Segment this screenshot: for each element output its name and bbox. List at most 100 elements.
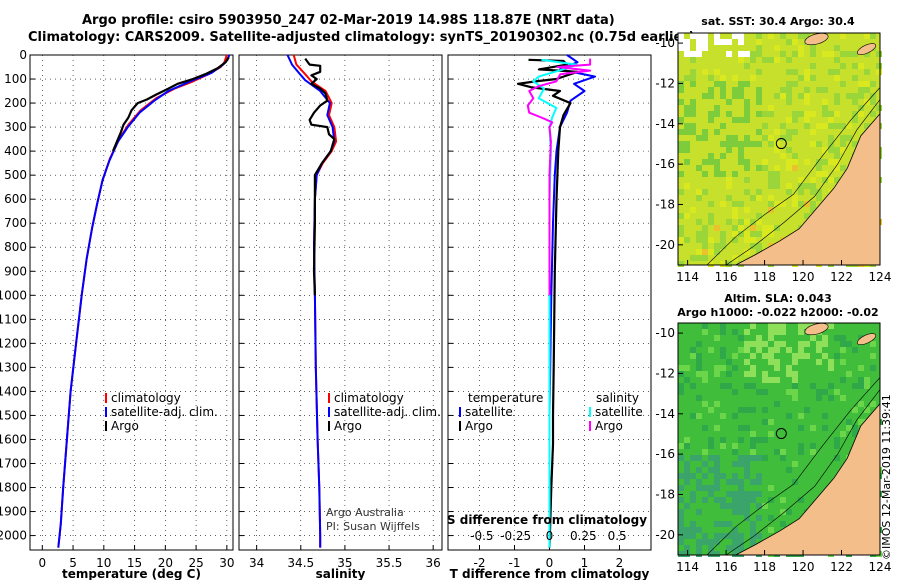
ytick-label: 500 [4,168,27,182]
map-contour-sst-map [725,99,881,266]
map-frame-sla-map [677,322,881,556]
ytick-label: 100 [4,72,27,86]
map-ytick-label-sst-map: -18 [655,197,675,211]
xtick-label-temperature: 25 [188,556,203,570]
xtick-label-salinity: 34.5 [287,556,314,570]
map-xtick-label-sla-map: 116 [715,560,738,574]
legend-title-salinity: salinity [596,391,639,405]
xtick-label-difference: 1 [581,556,589,570]
map-xtick-label-sla-map: 114 [676,560,699,574]
ytick-label: 1700 [0,456,27,470]
sla-map-title-line2: Argo h1000: -0.022 h2000: -0.02 [677,306,879,319]
map-ytick-label-sla-map: -18 [655,487,675,501]
xtick-label-temperature: 30 [219,556,234,570]
map-xtick-label-sst-map: 124 [869,270,892,284]
sla-map-title-line1: Altim. SLA: 0.043 [724,292,832,305]
map-ytick-label-sst-map: -14 [655,117,675,131]
series-temperature-climatology [57,54,228,548]
map-ytick-label-sla-map: -10 [655,326,675,340]
argo-position-marker-sst-map [775,138,787,150]
series-difference-t-satellite [548,54,596,548]
legend-label-diff-s: satellite [595,405,643,419]
xtick-label-temperature: 20 [158,556,173,570]
map-ytick-label-sst-map: -20 [655,238,675,252]
series-temperature-argo [111,56,230,152]
annotation-argo-australia: Argo Australia [326,506,404,519]
map-ytick-label-sla-map: -16 [655,447,675,461]
map-xtick-label-sla-map: 118 [753,560,776,574]
map-xtick-label-sst-map: 118 [753,270,776,284]
series-temperature-satellite-adj-clim- [57,54,231,548]
legend-label-temperature: Argo [111,419,139,433]
legend-label-salinity: climatology [334,391,404,405]
ytick-label: 900 [4,264,27,278]
secondary-xtick-label: 0 [546,529,554,543]
ytick-label: 800 [4,240,27,254]
xtick-label-salinity: 35 [337,556,352,570]
ytick-label: 1400 [0,384,27,398]
ytick-label: 1300 [0,360,27,374]
ytick-label: 1500 [0,408,27,422]
map-sst-map [677,32,882,267]
secondary-xtick-label: 0.25 [570,529,597,543]
xlabel-temperature: temperature (deg C) [62,567,201,580]
map-island-timor-sst-map [857,43,877,56]
map-contour-sst-map [706,87,881,266]
ytick-label: 2000 [0,529,27,543]
map-xtick-label-sst-map: 114 [676,270,699,284]
legend-label-temperature: climatology [111,391,181,405]
map-island-sumba-sla-map [804,323,829,336]
map-xtick-label-sst-map: 116 [715,270,738,284]
ytick-label: 1800 [0,481,27,495]
ytick-label: 400 [4,144,27,158]
argo-position-marker-sla-map [775,428,787,440]
page-title-line1: Argo profile: csiro 5903950_247 02-Mar-2… [82,13,615,28]
xtick-label-salinity: 34 [249,556,264,570]
panel-temperature [29,54,234,551]
legend-label-salinity: satellite-adj. clim. [334,405,441,419]
secondary-xtick-label: 0.5 [608,529,627,543]
secondary-xtick-label: -0.25 [500,529,531,543]
xlabel-salinity: salinity [316,567,366,580]
xtick-label-salinity: 35.5 [376,556,403,570]
map-xtick-label-sla-map: 122 [830,560,853,574]
legend-label-diff-t: Argo [465,419,493,433]
panel-difference [447,54,652,551]
map-ytick-label-sst-map: -12 [655,76,675,90]
map-xtick-label-sla-map: 120 [792,560,815,574]
ytick-label: 600 [4,192,27,206]
ytick-label: 1100 [0,312,27,326]
panel-frame-temperature [29,54,234,551]
ytick-label: 0 [19,48,27,62]
series-salinity-argo [304,57,336,296]
xtick-label-temperature: 0 [38,556,46,570]
legend-title-temperature: temperature [468,391,543,405]
copyright-stamp: ©IMOS 12-Mar-2019 11:39:41 [880,394,893,560]
panel-salinity [238,54,443,551]
panel-frame-salinity [238,54,443,551]
map-xtick-label-sla-map: 124 [869,560,892,574]
sst-map-title: sat. SST: 30.4 Argo: 30.4 [701,15,855,28]
xtick-label-temperature: 10 [96,556,111,570]
secondary-xtick-label: -0.5 [470,529,493,543]
map-ytick-label-sst-map: -10 [655,36,675,50]
map-frame-sst-map [677,32,881,266]
ytick-label: 1900 [0,505,27,519]
xtick-label-difference: 2 [616,556,624,570]
map-ytick-label-sla-map: -20 [655,528,675,542]
legend-label-diff-s: Argo [595,419,623,433]
series-difference-t-argo [516,58,579,548]
ytick-label: 300 [4,120,27,134]
legend-label-salinity: Argo [334,419,362,433]
map-sla-map [677,322,882,557]
ytick-label: 1000 [0,288,27,302]
ytick-label: 700 [4,216,27,230]
series-difference-s-argo [526,58,592,296]
xtick-label-difference: -2 [474,556,486,570]
xlabel-difference: T difference from climatology [450,567,650,580]
xtick-label-difference: -1 [509,556,521,570]
xtick-label-difference: 0 [546,556,554,570]
map-xtick-label-sst-map: 120 [792,270,815,284]
ytick-label: 1200 [0,336,27,350]
